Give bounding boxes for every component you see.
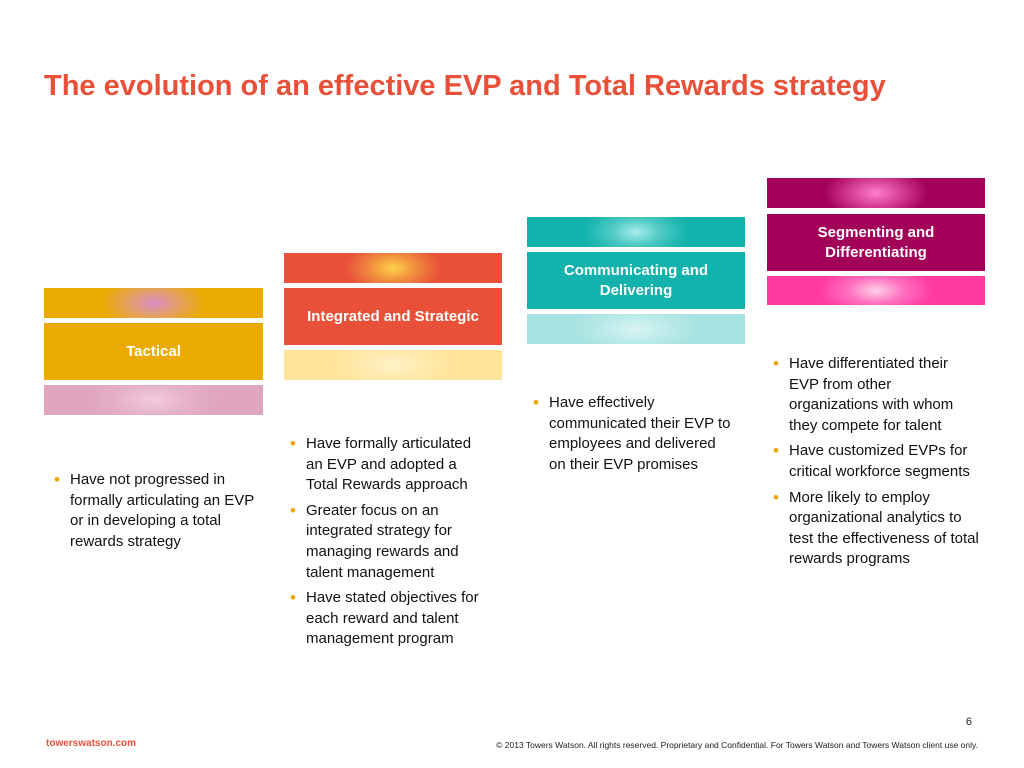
- communicating-top-bar: [527, 217, 745, 247]
- tactical-top-bar: [44, 288, 263, 318]
- integrated-top-bar: [284, 253, 502, 283]
- list-item: Have customized EVPs for critical workfo…: [771, 441, 981, 482]
- brand-link[interactable]: towerswatson.com: [46, 738, 137, 749]
- tactical-bullets: Have not progressed in formally articula…: [52, 470, 257, 557]
- stage-label-tactical: Tactical: [44, 323, 263, 380]
- page-number: 6: [965, 716, 972, 728]
- copyright-notice: © 2013 Towers Watson. All rights reserve…: [496, 740, 978, 750]
- stage-label-communicating: Communicating and Delivering: [527, 252, 745, 309]
- tactical-bottom-bar: [44, 385, 263, 415]
- list-item: Have differentiated their EVP from other…: [771, 354, 981, 436]
- communicating-bullets: Have effectively communicated their EVP …: [531, 393, 736, 480]
- segmenting-top-bar: [767, 178, 985, 208]
- list-item: Have effectively communicated their EVP …: [531, 393, 736, 475]
- integrated-bullets: Have formally articulated an EVP and ado…: [288, 434, 488, 655]
- list-item: Have not progressed in formally articula…: [52, 470, 257, 552]
- page-title: The evolution of an effective EVP and To…: [44, 70, 886, 102]
- list-item: More likely to employ organizational ana…: [771, 488, 981, 570]
- stage-label-integrated: Integrated and Strategic: [284, 288, 502, 345]
- stage-label-segmenting: Segmenting and Differentiating: [767, 214, 985, 271]
- communicating-bottom-bar: [527, 314, 745, 344]
- list-item: Greater focus on an integrated strategy …: [288, 501, 488, 583]
- segmenting-bullets: Have differentiated their EVP from other…: [771, 354, 981, 575]
- segmenting-bottom-bar: [767, 276, 985, 305]
- integrated-bottom-bar: [284, 350, 502, 380]
- list-item: Have stated objectives for each reward a…: [288, 588, 488, 650]
- list-item: Have formally articulated an EVP and ado…: [288, 434, 488, 496]
